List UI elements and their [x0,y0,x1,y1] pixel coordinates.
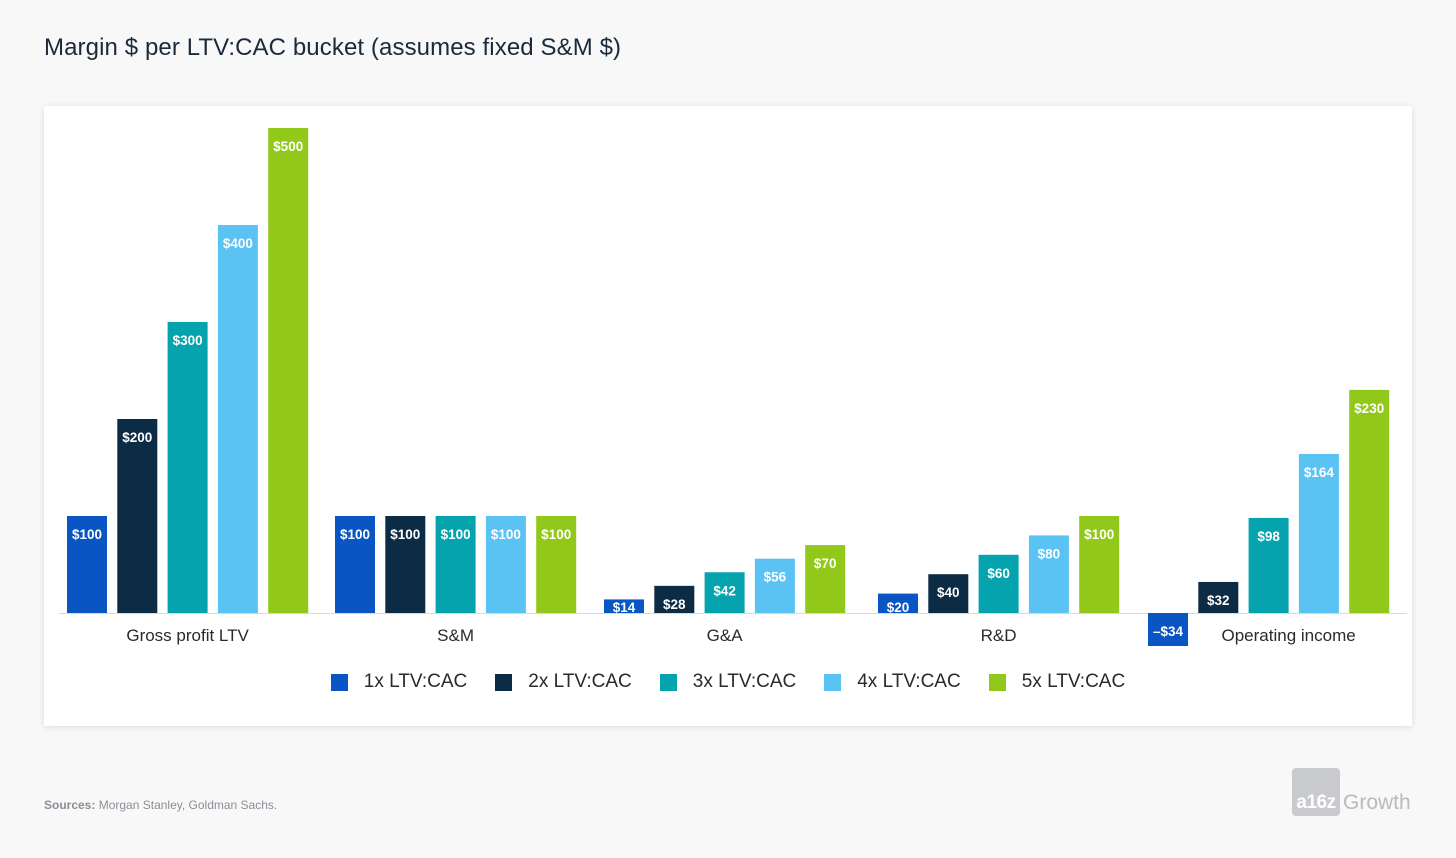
category-label: G&A [707,626,744,645]
legend-label: 3x LTV:CAC [692,671,797,692]
data-label: $100 [340,527,370,542]
bar [1079,516,1120,613]
bar [1248,517,1289,613]
data-label: $500 [273,139,303,154]
bar [1028,535,1069,613]
data-label: $100 [541,527,571,542]
data-label: $28 [663,597,686,612]
bar [485,516,526,613]
bar [435,516,476,613]
sources-text: Morgan Stanley, Goldman Sachs. [98,798,278,812]
legend-label: 5x LTV:CAC [1021,671,1126,692]
bar [878,593,918,613]
a16z-growth-logo: a16z Growth [1292,768,1411,816]
legend-label: 2x LTV:CAC [528,671,632,692]
data-label: $164 [1304,465,1335,480]
category-label: Gross profit LTV [126,626,249,645]
data-label: $56 [764,570,787,585]
bar-chart: $100 $200 $300 $400 $500 Gross profit LTV $100… [59,128,1407,646]
chart-card: $100 $200 $300 $400 $500 Gross profit LTV $100… [44,106,1412,726]
data-label: $400 [223,236,253,251]
data-label: $100 [72,527,102,542]
bar [604,599,644,613]
legend-item: 5x LTV:CAC [988,671,1126,693]
bar [385,516,426,613]
legend-label: 4x LTV:CAC [857,671,961,692]
bar [978,554,1019,613]
data-label: $80 [1038,546,1061,561]
legend-swatch [988,673,1006,691]
bar [928,574,969,613]
bar [217,225,258,613]
data-label: $14 [613,600,636,615]
data-label: $230 [1354,401,1384,416]
legend-item: 1x LTV:CAC [330,671,468,693]
data-label: $60 [987,566,1010,581]
bar [1148,613,1188,646]
bar [117,419,158,613]
data-label: $32 [1207,593,1230,608]
data-label: $98 [1257,529,1280,544]
legend-label: 1x LTV:CAC [363,671,468,692]
bar [704,572,745,613]
bar [167,322,208,613]
legend-swatch [659,673,677,691]
category-label: S&M [437,626,474,645]
bar [67,516,107,613]
data-label: $300 [173,333,203,348]
data-label: $40 [937,585,960,600]
bar [1349,389,1390,613]
bar [268,128,309,613]
data-label: $100 [390,527,420,542]
data-label: $100 [491,527,521,542]
bar [1298,453,1339,613]
logo-mark: a16z [1292,768,1340,816]
data-label: $100 [1084,527,1114,542]
bar [536,516,577,613]
bar [754,558,795,613]
data-label: $100 [441,527,471,542]
category-label: Operating income [1222,626,1356,645]
data-label: $20 [887,600,910,615]
legend-swatch [495,673,513,691]
legend-item: 2x LTV:CAC [495,671,632,693]
sources-note: Sources: Morgan Stanley, Goldman Sachs. [44,798,277,812]
chart-legend: 1x LTV:CAC 2x LTV:CAC 3x LTV:CAC 4x LTV:CAC… [44,671,1412,693]
bar [654,585,695,613]
legend-swatch [824,673,842,691]
category-label: R&D [981,626,1017,645]
data-label: –$34 [1153,624,1184,639]
data-label: $42 [713,583,736,598]
logo-text: Growth [1343,791,1411,814]
data-label: $70 [814,556,837,571]
legend-swatch [330,673,348,691]
legend-item: 4x LTV:CAC [824,671,961,693]
sources-label: Sources: [44,798,96,812]
bar [805,545,846,613]
bar [335,516,375,613]
data-label: $200 [122,430,152,445]
page-title: Margin $ per LTV:CAC bucket (assumes fix… [44,34,622,61]
legend-item: 3x LTV:CAC [659,671,797,693]
bar [1198,581,1239,613]
